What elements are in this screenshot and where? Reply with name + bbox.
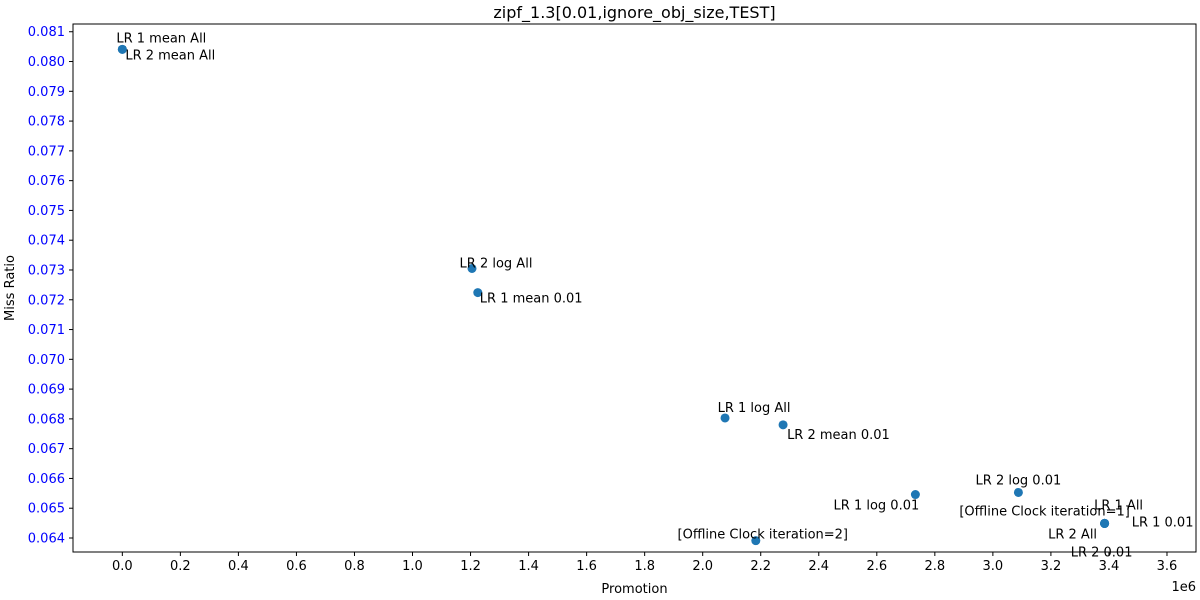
y-axis-title: Miss Ratio bbox=[3, 255, 18, 321]
x-tick-label: 3.4 bbox=[1099, 559, 1120, 574]
y-tick-label: 0.075 bbox=[28, 204, 65, 219]
point-annotation: LR 1 mean 0.01 bbox=[480, 292, 583, 307]
x-tick-label: 2.6 bbox=[866, 559, 887, 574]
y-tick-label: 0.079 bbox=[28, 85, 65, 100]
y-tick-label: 0.065 bbox=[28, 502, 65, 517]
scatter-point bbox=[473, 288, 483, 298]
point-annotation: LR 1 log 0.01 bbox=[834, 499, 920, 514]
point-annotation: LR 1 0.01 bbox=[1132, 515, 1194, 530]
x-tick-label: 2.8 bbox=[924, 559, 945, 574]
y-tick-label: 0.070 bbox=[28, 353, 65, 368]
y-axis-ticks: 0.064 0.065 0.066 0.067 0.068 0.069 0.070 0.071… bbox=[28, 25, 73, 547]
chart-title: zipf_1.3[0.01,ignore_obj_size,TEST] bbox=[493, 3, 775, 23]
x-tick-label: 2.0 bbox=[692, 559, 713, 574]
y-tick-label: 0.068 bbox=[28, 412, 65, 427]
scatter-point bbox=[1100, 518, 1110, 528]
point-annotation: LR 2 All bbox=[1048, 527, 1097, 542]
point-annotation: LR 2 0.01 bbox=[1071, 545, 1133, 560]
x-tick-label: 0.4 bbox=[228, 559, 249, 574]
annotations-layer: LR 1 mean All LR 2 mean All LR 2 log All LR… bbox=[116, 31, 1193, 560]
x-tick-label: 1.8 bbox=[634, 559, 655, 574]
x-tick-label: 2.4 bbox=[808, 559, 829, 574]
x-tick-label: 1.6 bbox=[576, 559, 597, 574]
y-tick-label: 0.081 bbox=[28, 25, 65, 40]
scatter-point bbox=[778, 420, 788, 430]
y-tick-label: 0.080 bbox=[28, 55, 65, 70]
x-tick-label: 3.2 bbox=[1041, 559, 1062, 574]
x-axis-ticks: 0.0 0.2 0.4 0.6 0.8 1.0 1.2 1.4 1.6 1.8 2.0 2.2 2.4 2… bbox=[112, 552, 1177, 574]
scatter-point bbox=[1013, 487, 1023, 497]
point-annotation: [Offline Clock iteration=1] bbox=[959, 504, 1129, 519]
x-tick-label: 0.0 bbox=[112, 559, 133, 574]
x-tick-label: 2.2 bbox=[750, 559, 771, 574]
point-annotation: LR 1 log All bbox=[718, 401, 791, 416]
y-tick-label: 0.067 bbox=[28, 442, 65, 457]
x-tick-label: 3.0 bbox=[983, 559, 1004, 574]
x-axis-title: Promotion bbox=[601, 582, 667, 597]
point-annotation: LR 1 All bbox=[1094, 498, 1143, 513]
point-annotation: LR 2 log All bbox=[460, 256, 533, 271]
point-annotation: LR 2 mean All bbox=[125, 48, 215, 63]
x-tick-label: 1.0 bbox=[402, 559, 423, 574]
scatter-point bbox=[117, 44, 127, 54]
y-tick-label: 0.064 bbox=[28, 532, 65, 547]
point-annotation: LR 2 mean 0.01 bbox=[787, 428, 890, 443]
y-tick-label: 0.077 bbox=[28, 144, 65, 159]
x-tick-label: 1.4 bbox=[518, 559, 539, 574]
point-annotation: LR 1 mean All bbox=[116, 31, 206, 46]
scatter-point bbox=[910, 490, 920, 500]
y-tick-label: 0.074 bbox=[28, 234, 65, 249]
scatter-point bbox=[720, 413, 730, 423]
x-tick-label: 0.6 bbox=[286, 559, 307, 574]
scatter-point bbox=[467, 263, 477, 273]
x-tick-label: 0.8 bbox=[344, 559, 365, 574]
y-tick-label: 0.072 bbox=[28, 293, 65, 308]
x-tick-label: 3.6 bbox=[1157, 559, 1178, 574]
markers-layer bbox=[117, 44, 1110, 546]
point-annotation: [Offline Clock iteration=2] bbox=[678, 528, 848, 543]
x-axis-offset-label: 1e6 bbox=[1171, 580, 1196, 595]
y-tick-label: 0.066 bbox=[28, 472, 65, 487]
x-tick-label: 1.2 bbox=[460, 559, 481, 574]
x-tick-label: 0.2 bbox=[170, 559, 191, 574]
point-annotation: LR 2 log 0.01 bbox=[976, 473, 1062, 488]
plot-frame bbox=[72, 23, 1197, 553]
y-tick-label: 0.078 bbox=[28, 115, 65, 130]
y-tick-label: 0.076 bbox=[28, 174, 65, 189]
y-tick-label: 0.071 bbox=[28, 323, 65, 338]
scatter-point bbox=[751, 536, 761, 546]
y-tick-label: 0.073 bbox=[28, 263, 65, 278]
y-tick-label: 0.069 bbox=[28, 383, 65, 398]
